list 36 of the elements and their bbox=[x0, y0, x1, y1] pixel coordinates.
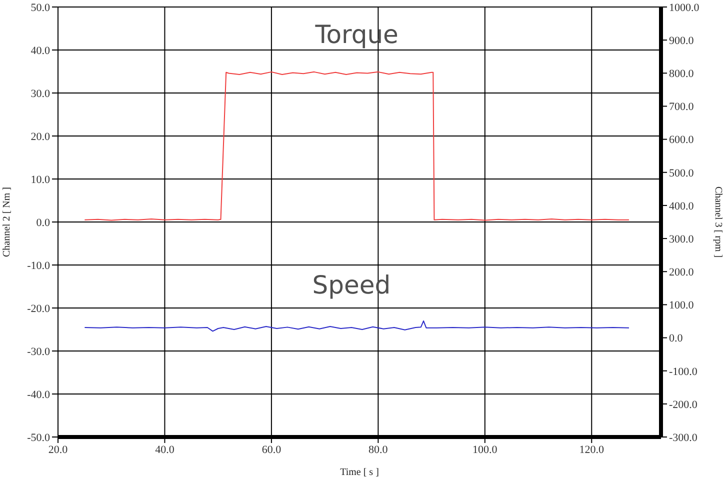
y-tick-label: 50.0 bbox=[30, 2, 50, 14]
y-tick-label: -30.0 bbox=[27, 346, 50, 358]
x-tick-label: 40.0 bbox=[155, 444, 175, 456]
y-tick-label: -10.0 bbox=[27, 260, 50, 272]
y-tick-label: -20.0 bbox=[27, 302, 50, 315]
y2-tick-label: 700.0 bbox=[669, 101, 694, 114]
line-series bbox=[84, 320, 630, 332]
y-tick-label: 10.0 bbox=[30, 174, 50, 186]
y2-tick-label: 0.0 bbox=[669, 332, 684, 345]
y2-tick-label: -200.0 bbox=[669, 398, 698, 411]
x-tick-label: 60.0 bbox=[262, 444, 282, 456]
x-tick-label: 100.0 bbox=[472, 444, 498, 456]
x-tick-label: 20.0 bbox=[48, 444, 68, 456]
y2-tick-label: 500.0 bbox=[669, 167, 694, 180]
y-tick-label: -50.0 bbox=[27, 432, 50, 444]
y-tick-label: 0.0 bbox=[36, 216, 50, 229]
x-tick-label: 80.0 bbox=[368, 444, 388, 456]
y2-tick-label: 800.0 bbox=[669, 68, 694, 80]
y-axis-title: Channel 2 [ Nm ] bbox=[2, 187, 13, 257]
y2-tick-label: 900.0 bbox=[669, 34, 694, 47]
y2-tick-label: 1000.0 bbox=[669, 2, 700, 14]
y2-tick-label: 600.0 bbox=[669, 134, 694, 146]
y2-tick-label: -300.0 bbox=[669, 432, 698, 444]
line-series bbox=[84, 71, 630, 221]
y2-tick-label: -100.0 bbox=[669, 366, 698, 378]
y2-tick-label: 400.0 bbox=[669, 200, 694, 212]
x-axis-title: Time [ s ] bbox=[340, 467, 379, 477]
x-tick-label: 120.0 bbox=[579, 444, 605, 456]
y-tick-label: -40.0 bbox=[27, 388, 50, 401]
y2-tick-label: 200.0 bbox=[669, 266, 694, 279]
y2-axis-title: Channel 3 [ rpm ] bbox=[712, 186, 724, 258]
y2-tick-label: 300.0 bbox=[669, 233, 694, 246]
y2-tick-label: 100.0 bbox=[669, 300, 694, 312]
y-tick-label: 40.0 bbox=[30, 44, 50, 57]
y-tick-label: 30.0 bbox=[30, 88, 50, 100]
y-tick-label: 20.0 bbox=[30, 130, 50, 143]
